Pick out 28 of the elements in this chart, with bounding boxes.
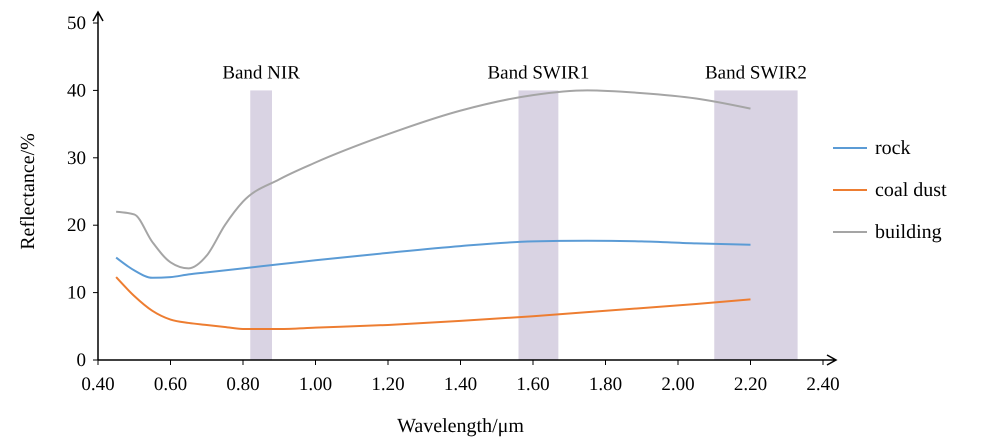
y-tick-label: 10 — [67, 282, 86, 304]
y-tick-label: 40 — [67, 80, 86, 102]
band-label: Band NIR — [222, 62, 300, 84]
x-tick-label: 0.60 — [154, 374, 188, 395]
x-tick-label: 2.00 — [661, 374, 695, 395]
x-tick-label: 1.80 — [588, 374, 622, 395]
band-label: Band SWIR1 — [488, 62, 590, 84]
x-tick-label: 0.80 — [226, 374, 260, 395]
x-axis-title: Wavelength/μm — [397, 415, 524, 437]
band-label: Band SWIR2 — [705, 62, 807, 84]
x-tick-label: 0.40 — [81, 374, 115, 395]
y-tick-label: 30 — [67, 148, 86, 169]
legend-label: building — [875, 221, 942, 243]
x-tick-label: 1.60 — [516, 374, 550, 395]
y-tick-label: 50 — [67, 13, 86, 34]
legend-label: rock — [875, 137, 911, 159]
x-tick-label: 1.20 — [371, 374, 405, 395]
line-series — [115, 89, 752, 270]
x-tick-label: 1.00 — [298, 374, 332, 395]
legend-label: coal dust — [875, 179, 948, 201]
y-tick-label: 20 — [67, 215, 86, 236]
line-series — [115, 276, 752, 330]
x-tick-label: 1.40 — [444, 374, 478, 395]
line-series — [115, 240, 752, 279]
y-tick-label: 0 — [76, 350, 86, 371]
y-axis-title: Reflectance/% — [17, 133, 39, 250]
x-tick-label: 2.40 — [806, 374, 840, 395]
x-tick-label: 2.20 — [734, 374, 768, 395]
